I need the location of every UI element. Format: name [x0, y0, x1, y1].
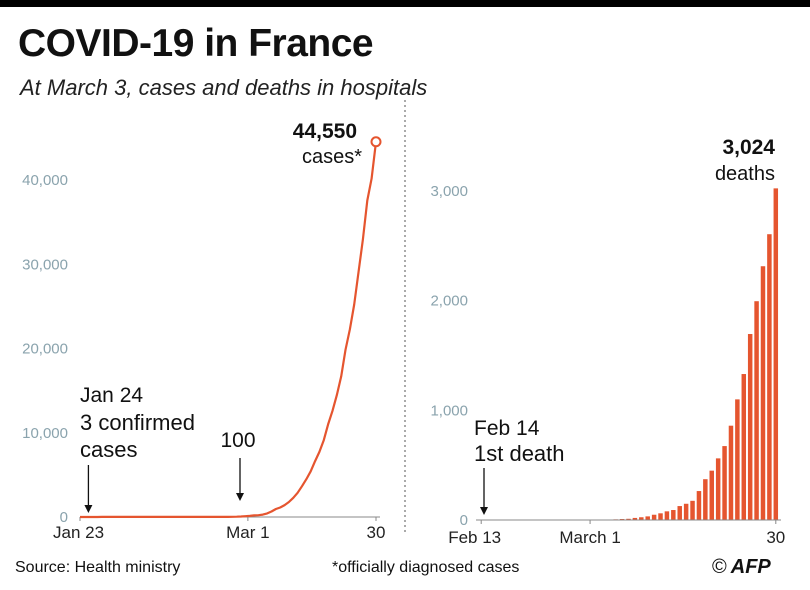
afp-credit: © AFP	[712, 556, 771, 579]
death-bar	[690, 500, 695, 520]
death-bar	[709, 470, 714, 520]
x-tick-label: Mar 1	[226, 523, 269, 542]
cases-end-unit: cases*	[302, 146, 362, 168]
deaths-bar-chart: 0 1,000 2,000 3,000 Feb 13 March 1 30 3,024 deat…	[430, 136, 785, 547]
x-tick-label: 30	[367, 523, 386, 542]
y-tick-label: 40,000	[22, 172, 68, 189]
x-tick-label: March 1	[559, 528, 620, 547]
death-bar	[632, 517, 638, 520]
death-bar	[767, 234, 772, 520]
x-tick-label: Feb 13	[448, 528, 501, 547]
death-bar	[658, 513, 663, 520]
deaths-end-unit: deaths	[715, 163, 775, 185]
annotation-text: 1st death	[474, 441, 565, 466]
death-bar	[703, 479, 708, 520]
source-note: Source: Health ministry	[15, 559, 181, 576]
annotation-text: 100	[220, 429, 255, 452]
death-bar	[677, 506, 682, 520]
death-bar	[722, 446, 727, 520]
annotation-text: 3 confirmed	[80, 410, 195, 435]
death-bar	[754, 301, 759, 520]
page-title: COVID-19 in France	[18, 22, 374, 65]
death-bar	[747, 334, 753, 520]
annotation-arrowhead	[480, 507, 488, 515]
annotation-text: Feb 14	[474, 417, 540, 440]
y-tick-label: 1,000	[430, 402, 468, 419]
death-bar	[741, 374, 747, 520]
death-bar	[728, 425, 734, 520]
death-bar	[626, 518, 631, 520]
death-bar	[696, 491, 702, 520]
top-bar	[0, 0, 810, 7]
death-bar	[735, 399, 740, 520]
x-tick-label: Jan 23	[53, 523, 104, 542]
x-tick-label: 30	[766, 528, 785, 547]
y-tick-label: 0	[60, 509, 68, 526]
y-tick-label: 2,000	[430, 293, 468, 310]
footnote: *officially diagnosed cases	[332, 559, 520, 576]
death-bar	[671, 510, 676, 520]
y-tick-label: 10,000	[22, 425, 68, 442]
death-bar	[760, 266, 766, 520]
annotation-arrowhead	[236, 493, 244, 501]
cases-end-value: 44,550	[293, 120, 357, 143]
death-bar	[715, 458, 721, 520]
y-tick-label: 3,000	[430, 183, 468, 200]
cases-line-chart: 0 10,000 20,000 30,000 40,000 Jan 23 Mar 1 30 44…	[22, 120, 385, 542]
annotation-arrowhead	[84, 505, 93, 513]
annotation-text: Jan 24	[80, 384, 143, 407]
y-tick-label: 0	[460, 512, 468, 529]
cases-end-marker	[370, 136, 382, 148]
y-tick-label: 30,000	[22, 256, 68, 273]
death-bar	[651, 514, 657, 520]
deaths-end-value: 3,024	[722, 136, 775, 159]
death-bar	[645, 516, 650, 520]
copyright-icon: ©	[712, 556, 727, 578]
afp-logo: AFP	[730, 556, 771, 578]
annotation-text: cases	[80, 437, 137, 462]
death-bar	[773, 188, 779, 520]
cases-series-line	[80, 141, 378, 519]
y-tick-label: 20,000	[22, 341, 68, 358]
death-bar	[683, 503, 689, 520]
page-subtitle: At March 3, cases and deaths in hospital…	[20, 75, 428, 100]
death-bar	[639, 517, 644, 520]
death-bar	[664, 511, 670, 520]
